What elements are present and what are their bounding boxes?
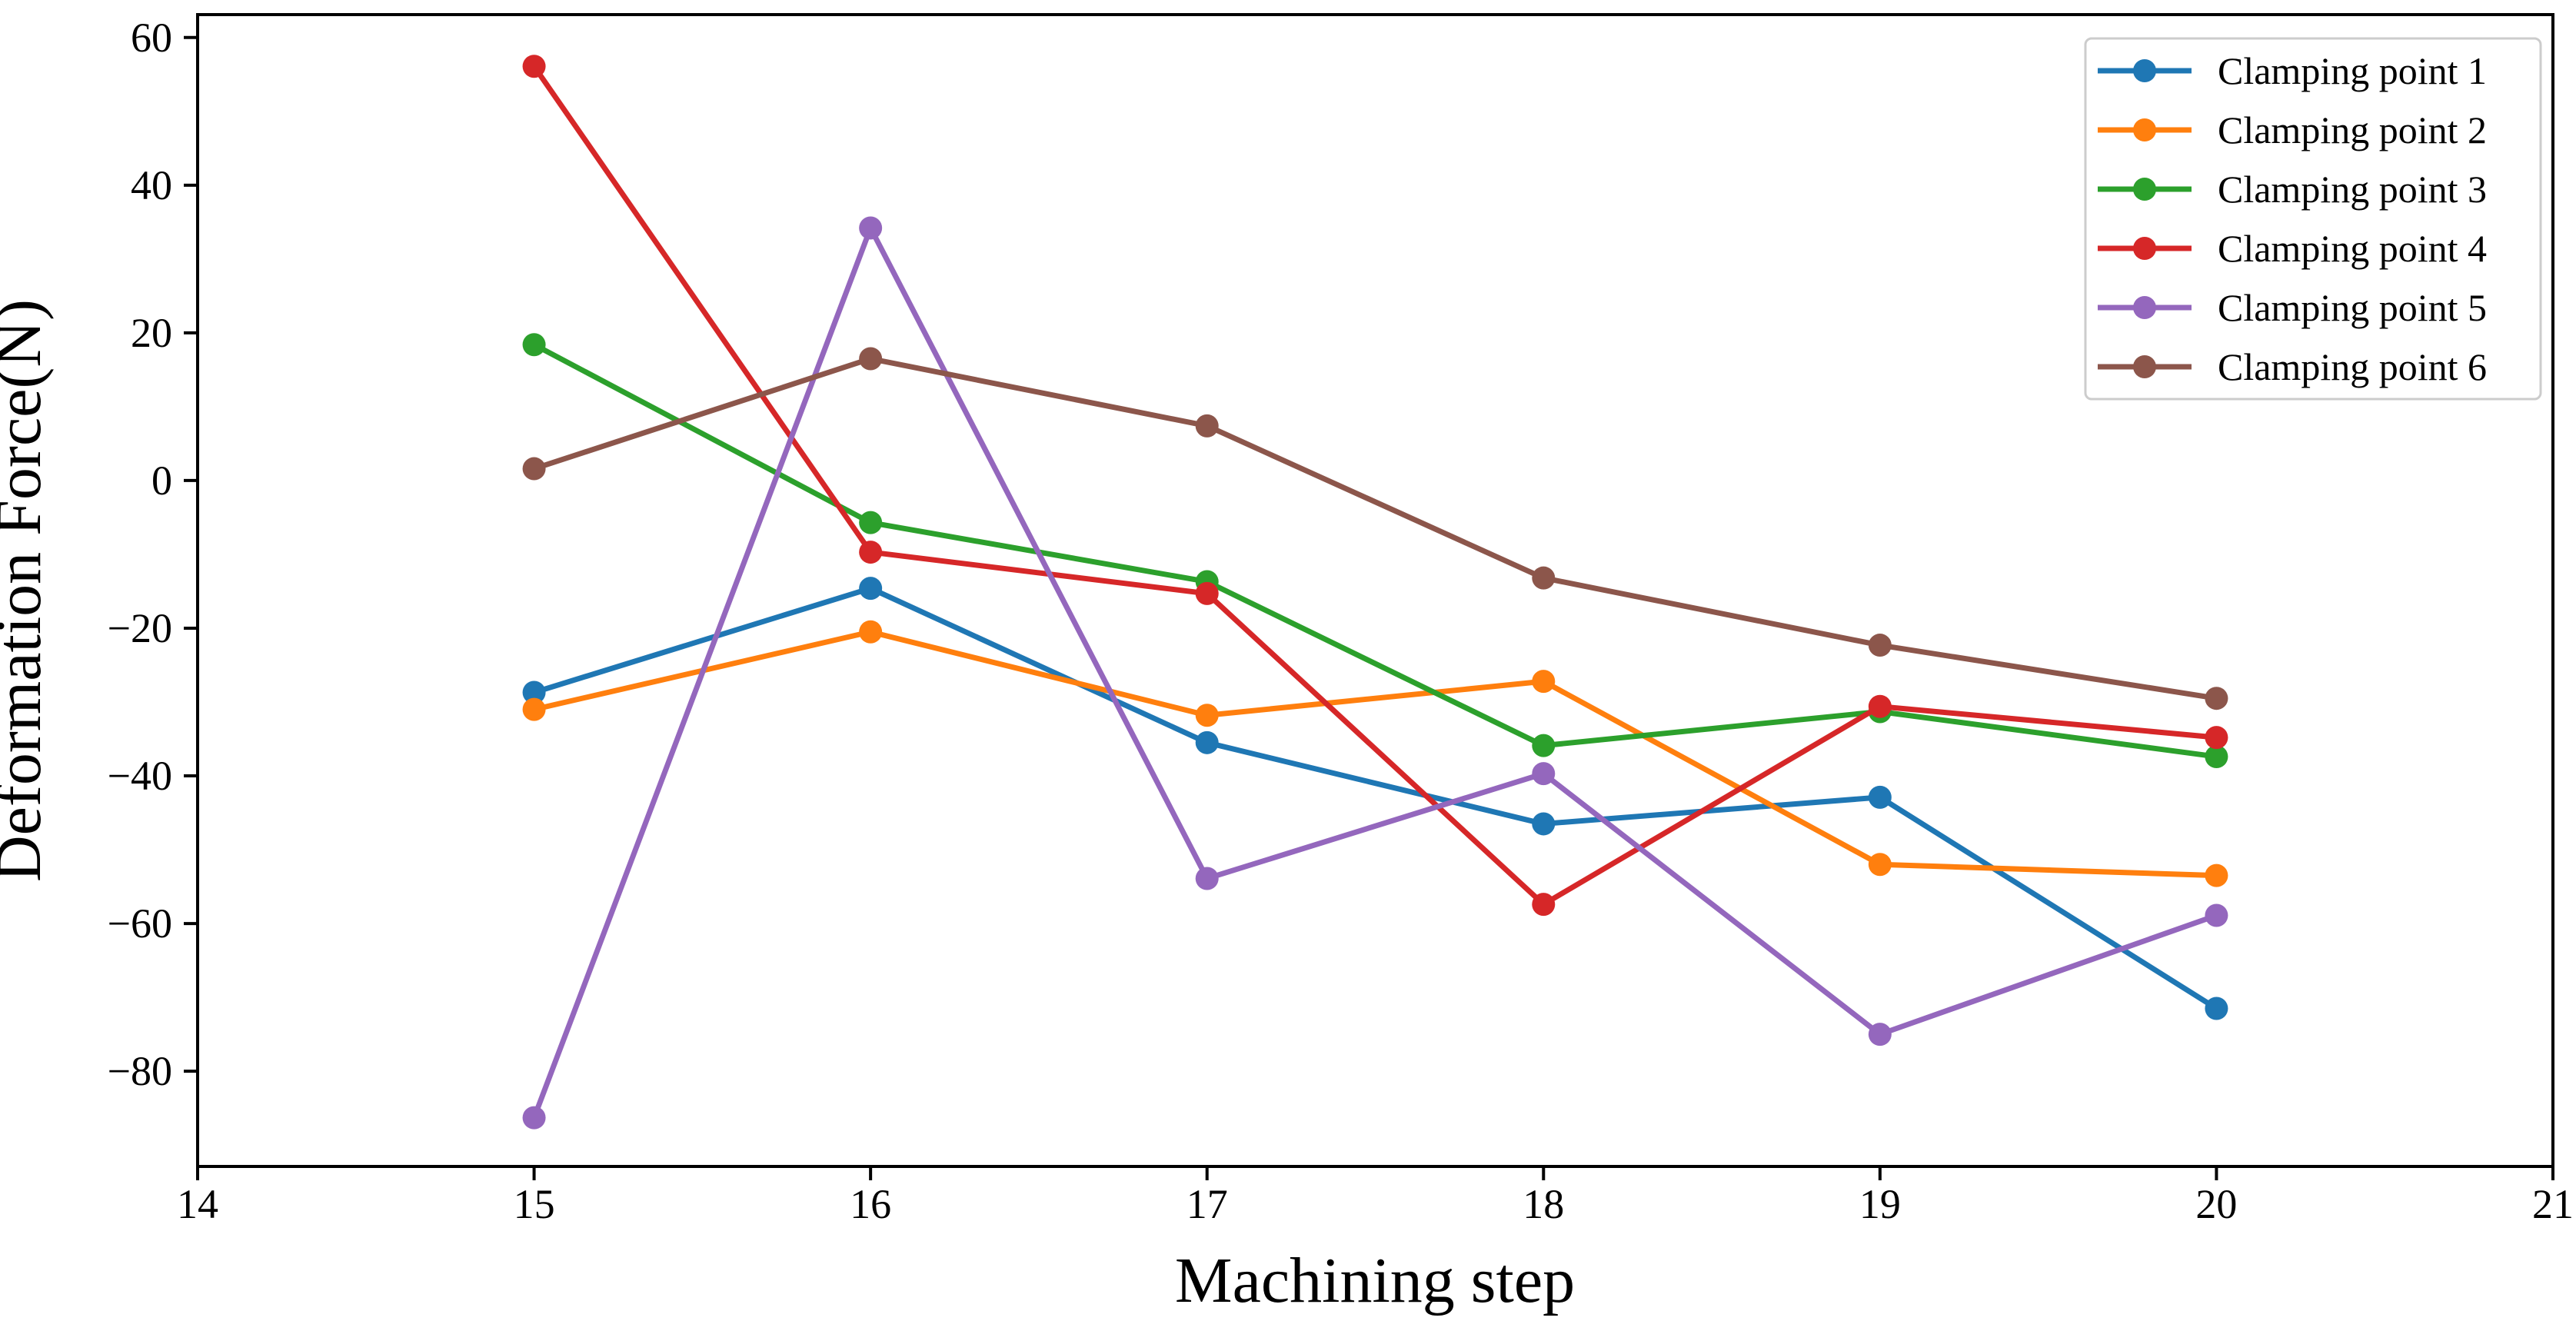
- legend-entry: Clamping point 6: [2098, 345, 2487, 388]
- series-line: [531, 585, 2219, 1012]
- legend-entry: Clamping point 5: [2098, 286, 2487, 329]
- legend-label: Clamping point 2: [2218, 108, 2487, 151]
- data-point-marker: [1195, 704, 1219, 727]
- data-point-marker: [1532, 670, 1556, 694]
- data-point-marker: [2205, 997, 2228, 1020]
- x-axis-ticks: 14 15 16 17 18 19 20 21: [177, 1166, 2574, 1227]
- y-tick-label: 20: [131, 310, 172, 356]
- x-tick-label: 21: [2532, 1181, 2574, 1227]
- data-point-marker: [1532, 812, 1556, 836]
- x-axis-label: Machining step: [1175, 1245, 1575, 1316]
- x-tick-label: 20: [2195, 1181, 2237, 1227]
- legend-entry: Clamping point 1: [2098, 49, 2487, 92]
- y-tick-label: −40: [108, 753, 172, 799]
- data-point-marker: [2205, 687, 2228, 710]
- legend-entry: Clamping point 2: [2098, 108, 2487, 151]
- legend-label: Clamping point 3: [2218, 168, 2487, 211]
- data-point-marker: [1868, 1023, 1892, 1046]
- data-point-marker: [859, 577, 883, 601]
- y-tick-label: −20: [108, 605, 172, 651]
- x-tick-label: 16: [850, 1181, 891, 1227]
- data-point-marker: [859, 511, 883, 534]
- legend-marker: [2133, 59, 2156, 82]
- data-point-marker: [2205, 745, 2228, 769]
- y-axis-label: Deformation Force(N): [0, 299, 55, 882]
- series-line: [531, 63, 2219, 907]
- data-point-marker: [522, 55, 546, 78]
- data-point-marker: [859, 216, 883, 240]
- y-tick-label: −60: [108, 900, 172, 947]
- data-point-marker: [859, 620, 883, 644]
- data-point-marker: [1195, 730, 1219, 754]
- y-tick-label: −80: [108, 1048, 172, 1094]
- data-point-marker: [1195, 867, 1219, 890]
- series-clamping-point-6: [522, 347, 2228, 710]
- series-clamping-point-4: [522, 55, 2228, 917]
- legend-label: Clamping point 6: [2218, 345, 2487, 388]
- series-line: [531, 355, 2219, 701]
- legend-marker: [2133, 178, 2156, 201]
- legend-entry: Clamping point 4: [2098, 227, 2487, 270]
- y-axis-ticks: 60 40 20 0 −20 −40 −60 −80: [108, 15, 198, 1094]
- data-point-marker: [1532, 893, 1556, 917]
- series-layer: [522, 55, 2228, 1130]
- data-point-marker: [522, 333, 546, 357]
- data-point-marker: [1868, 694, 1892, 718]
- data-point-marker: [522, 457, 546, 481]
- x-tick-label: 15: [514, 1181, 555, 1227]
- data-point-marker: [2205, 726, 2228, 750]
- data-point-marker: [522, 680, 546, 704]
- data-point-marker: [522, 1106, 546, 1130]
- x-tick-label: 17: [1186, 1181, 1228, 1227]
- legend-marker: [2133, 118, 2156, 141]
- x-tick-label: 18: [1523, 1181, 1564, 1227]
- data-point-marker: [1868, 634, 1892, 657]
- legend-marker: [2133, 296, 2156, 319]
- y-tick-label: 60: [131, 15, 172, 61]
- legend-label: Clamping point 5: [2218, 286, 2487, 329]
- legend-marker: [2133, 355, 2156, 378]
- data-point-marker: [1868, 853, 1892, 877]
- data-point-marker: [2205, 903, 2228, 927]
- legend-marker: [2133, 237, 2156, 260]
- data-point-marker: [1532, 566, 1556, 590]
- data-point-marker: [1532, 762, 1556, 786]
- y-tick-label: 40: [131, 162, 172, 208]
- x-tick-label: 19: [1859, 1181, 1901, 1227]
- data-point-marker: [859, 347, 883, 371]
- series-line: [531, 341, 2219, 760]
- series-line: [531, 629, 2219, 879]
- legend: Clamping point 1 Clamping point 2 Clamping…: [2084, 37, 2542, 401]
- data-point-marker: [2205, 863, 2228, 887]
- y-tick-label: 0: [151, 458, 172, 504]
- data-point-marker: [859, 541, 883, 564]
- legend-entry: Clamping point 3: [2098, 168, 2487, 211]
- series-clamping-point-2: [522, 620, 2228, 887]
- data-point-marker: [1195, 581, 1219, 605]
- legend-label: Clamping point 4: [2218, 227, 2487, 270]
- legend-label: Clamping point 1: [2218, 49, 2487, 92]
- x-tick-label: 14: [177, 1181, 218, 1227]
- data-point-marker: [522, 697, 546, 721]
- series-clamping-point-1: [522, 577, 2228, 1020]
- data-point-marker: [1532, 734, 1556, 757]
- legend-box: [2084, 37, 2542, 401]
- data-point-marker: [1868, 785, 1892, 809]
- data-point-marker: [1195, 414, 1219, 438]
